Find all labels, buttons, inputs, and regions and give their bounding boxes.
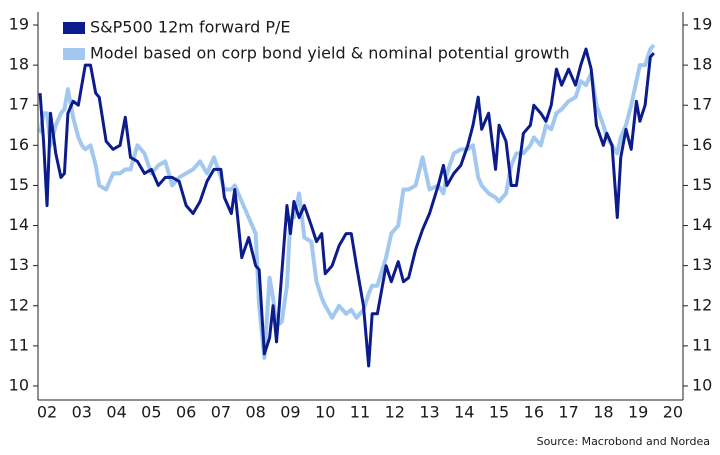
y-tick-label: 12 (9, 295, 29, 314)
x-tick-label: 11 (350, 403, 370, 422)
x-tick-label: 12 (385, 403, 405, 422)
y2-tick-label: 10 (692, 376, 712, 395)
y2-tick-label: 17 (692, 95, 712, 114)
x-tick-label: 05 (141, 403, 161, 422)
x-tick-label: 20 (663, 403, 683, 422)
x-tick-label: 13 (419, 403, 439, 422)
x-tick-label: 14 (454, 403, 474, 422)
y-tick-label: 10 (9, 376, 29, 395)
legend-label: Model based on corp bond yield & nominal… (90, 44, 570, 63)
y2-tick-label: 18 (692, 55, 712, 74)
y2-tick-label: 19 (692, 15, 712, 34)
y2-tick-label: 15 (692, 175, 712, 194)
x-tick-label: 19 (628, 403, 648, 422)
y-tick-label: 19 (9, 15, 29, 34)
x-tick-label: 06 (176, 403, 196, 422)
series-line (38, 43, 656, 360)
y-tick-label: 13 (9, 255, 29, 274)
y-tick-label: 16 (9, 135, 29, 154)
x-tick-label: 07 (211, 403, 231, 422)
y-tick-label: 17 (9, 95, 29, 114)
y2-tick-label: 16 (692, 135, 712, 154)
x-tick-label: 15 (489, 403, 509, 422)
x-tick-label: 03 (72, 403, 92, 422)
legend-swatch (63, 48, 85, 60)
x-tick-label: 10 (315, 403, 335, 422)
source: Source: Macrobond and Nordea (537, 435, 710, 448)
x-tick-label: 04 (106, 403, 126, 422)
legend-label: S&P500 12m forward P/E (90, 18, 291, 37)
x-tick-label: 17 (558, 403, 578, 422)
y2-tick-label: 13 (692, 255, 712, 274)
y2-tick-label: 11 (692, 335, 712, 354)
x-tick-label: 16 (524, 403, 544, 422)
y2-tick-label: 12 (692, 295, 712, 314)
x-tick-label: 08 (245, 403, 265, 422)
y-tick-label: 14 (9, 215, 29, 234)
x-tick-label: 09 (280, 403, 300, 422)
legend-swatch (63, 22, 85, 34)
x-tick-label: 02 (37, 403, 57, 422)
y-tick-label: 18 (9, 55, 29, 74)
y-tick-label: 11 (9, 335, 29, 354)
y-tick-label: 15 (9, 175, 29, 194)
x-tick-label: 18 (593, 403, 613, 422)
y2-tick-label: 14 (692, 215, 712, 234)
series-line (38, 47, 655, 368)
